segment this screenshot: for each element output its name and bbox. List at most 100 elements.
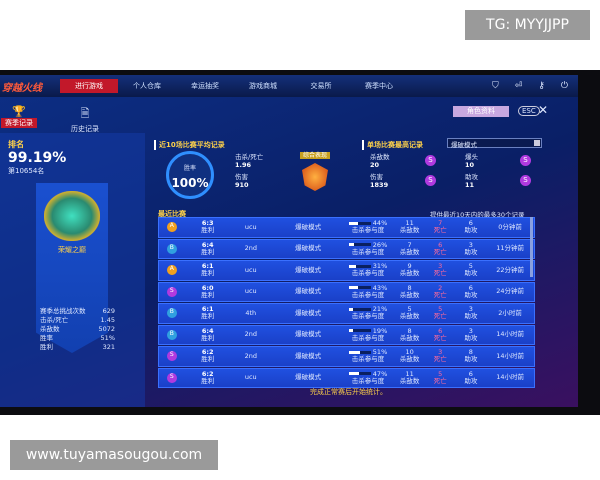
rank-name: 荣耀之巅 [58, 246, 86, 254]
match-row[interactable]: S 6:0 胜利 ucu 爆破模式 43% 击杀参与度 8 杀敌数 2 死亡 6 助攻 2… [158, 281, 535, 302]
grade-s-icon: S [520, 155, 531, 166]
match-time: 14小时前 [496, 373, 524, 382]
match-mode: 爆破模式 [295, 308, 322, 317]
match-place: 2nd [244, 330, 257, 339]
match-score: 6:2 胜利 [201, 369, 215, 385]
season-summary-panel: 排名 99.19% 第10654名 荣耀之巅 赛季总挑战次数 629 击杀/死亡 1… [0, 133, 145, 407]
kill-participation: 51% 击杀参与度 [342, 349, 395, 363]
match-place: 2nd [244, 244, 257, 253]
mode-dropdown[interactable]: 爆破模式 [447, 138, 542, 149]
nav-exchange[interactable]: 交易所 [310, 82, 332, 90]
grade-badge: S [167, 286, 177, 297]
rank-position: 第10654名 [8, 167, 45, 175]
rank-banner: 荣耀之巅 [36, 183, 108, 353]
match-time: 22分钟前 [496, 265, 524, 274]
match-mode: 爆破模式 [295, 330, 322, 339]
match-time: 11分钟前 [496, 244, 524, 253]
match-assists: 6 助攻 [464, 369, 478, 385]
match-row[interactable]: A 6:1 胜利 ucu 爆破模式 31% 击杀参与度 9 杀敌数 3 死亡 5 助攻 2… [158, 260, 535, 281]
match-deaths: 6 死亡 [433, 326, 447, 342]
match-place: 2nd [244, 351, 257, 360]
match-kills: 10 杀敌数 [399, 348, 420, 364]
match-assists: 8 助攻 [464, 348, 478, 364]
kp-bar [348, 329, 371, 333]
match-row[interactable]: S 6:2 胜利 ucu 爆破模式 47% 击杀参与度 11 杀敌数 5 死亡 6 助攻 … [158, 367, 535, 388]
match-kills: 7 杀敌数 [399, 240, 420, 256]
grade-s-icon: S [425, 155, 436, 166]
match-time: 24分钟前 [496, 287, 524, 296]
match-row[interactable]: B 6:4 胜利 2nd 爆破模式 26% 击杀参与度 7 杀敌数 6 死亡 3 助攻 1… [158, 238, 535, 259]
match-assists: 3 助攻 [464, 326, 478, 342]
avg-kd: 击杀/死亡 1.96 [235, 153, 264, 169]
match-deaths: 5 死亡 [433, 305, 447, 321]
shield-icon[interactable]: ⛉ [491, 81, 499, 91]
rank-percent: 99.19% [8, 150, 67, 166]
scrollbar[interactable] [530, 217, 533, 277]
match-assists: 3 助攻 [464, 305, 478, 321]
rank-emblem-icon [44, 191, 100, 241]
grade-badge: A [167, 222, 177, 233]
tab-history[interactable]: 🗎 历史记录 [60, 105, 110, 134]
match-mode: 爆破模式 [295, 287, 322, 296]
match-kills: 11 杀敌数 [399, 219, 420, 235]
match-time: 14小时前 [496, 351, 524, 360]
nav-shop[interactable]: 游戏商城 [249, 82, 277, 90]
kill-participation: 44% 击杀参与度 [342, 220, 395, 234]
match-time: 14小时前 [496, 330, 524, 339]
match-row[interactable]: B 6:4 胜利 2nd 爆破模式 19% 击杀参与度 8 杀敌数 6 死亡 3 助攻 1… [158, 324, 535, 345]
kp-bar [348, 264, 371, 268]
records-panel: 近10场比赛平均记录 胜率 100% 击杀/死亡 1.96 伤害 910 综合表现 单… [150, 133, 575, 211]
grade-badge: B [167, 308, 177, 319]
match-kills: 8 杀敌数 [399, 283, 420, 299]
rank-label: 排名 [8, 140, 24, 149]
match-mode: 爆破模式 [295, 222, 322, 231]
history-icon: 🗎 [80, 107, 90, 120]
tab-season-record[interactable]: 🏆 赛季记录 [0, 105, 44, 128]
match-score: 6:4 胜利 [201, 240, 215, 256]
best-assists: 助攻 11 [465, 173, 478, 189]
grade-badge: S [167, 372, 177, 383]
game-screen: 穿越火线 进行游戏 个人仓库 幸运抽奖 游戏商城 交易所 赛季中心 ⛉ ⏎ ⚷ ⏻ 🏆… [0, 75, 578, 407]
nav-season[interactable]: 赛季中心 [365, 82, 393, 90]
match-score: 6:4 胜利 [201, 326, 215, 342]
close-icon[interactable]: ✕ [538, 103, 549, 117]
kp-bar [348, 243, 371, 247]
avg-damage: 伤害 910 [235, 173, 249, 189]
kp-bar [348, 372, 371, 376]
match-score: 6:2 胜利 [201, 348, 215, 364]
nav-play[interactable]: 进行游戏 [60, 79, 118, 93]
key-icon[interactable]: ⚷ [538, 81, 545, 91]
match-deaths: 3 死亡 [433, 262, 447, 278]
role-info-button[interactable]: 角色资料 [453, 106, 509, 117]
match-place: ucu [244, 373, 257, 382]
match-mode: 爆破模式 [295, 373, 322, 382]
kp-bar [348, 221, 371, 225]
match-score: 6:0 胜利 [201, 283, 215, 299]
recent-title: 最近比赛 [158, 210, 186, 218]
power-icon[interactable]: ⏻ [560, 81, 568, 91]
match-mode: 爆破模式 [295, 244, 322, 253]
match-deaths: 3 死亡 [433, 348, 447, 364]
match-row[interactable]: A 6:3 胜利 ucu 爆破模式 44% 击杀参与度 11 杀敌数 7 死亡 6 助攻 … [158, 217, 535, 238]
match-deaths: 6 死亡 [433, 240, 447, 256]
kp-bar [348, 286, 371, 290]
nav-inventory[interactable]: 个人仓库 [133, 82, 161, 90]
best-title: 单场比赛最高记录 [362, 140, 423, 150]
match-deaths: 2 死亡 [433, 283, 447, 299]
grade-badge: B [167, 329, 177, 340]
exit-icon[interactable]: ⏎ [514, 81, 523, 91]
game-logo: 穿越火线 [2, 82, 42, 94]
match-deaths: 5 死亡 [433, 369, 447, 385]
match-assists: 3 助攻 [464, 240, 478, 256]
best-kills: 杀敌数 20 [370, 153, 390, 169]
nav-lottery[interactable]: 幸运抽奖 [191, 82, 219, 90]
match-row[interactable]: S 6:2 胜利 2nd 爆破模式 51% 击杀参与度 10 杀敌数 3 死亡 8 助攻 … [158, 346, 535, 367]
grade-badge: S [167, 351, 177, 362]
esc-button[interactable]: ESC [518, 106, 540, 116]
winrate-ring: 胜率 100% [166, 151, 214, 199]
best-damage: 伤害 1839 [370, 173, 389, 189]
match-deaths: 7 死亡 [433, 219, 447, 235]
match-row[interactable]: B 6:1 胜利 4th 爆破模式 21% 击杀参与度 5 杀敌数 5 死亡 3 助攻 2… [158, 303, 535, 324]
medal-icon [302, 163, 328, 191]
grade-s-icon: S [425, 175, 436, 186]
